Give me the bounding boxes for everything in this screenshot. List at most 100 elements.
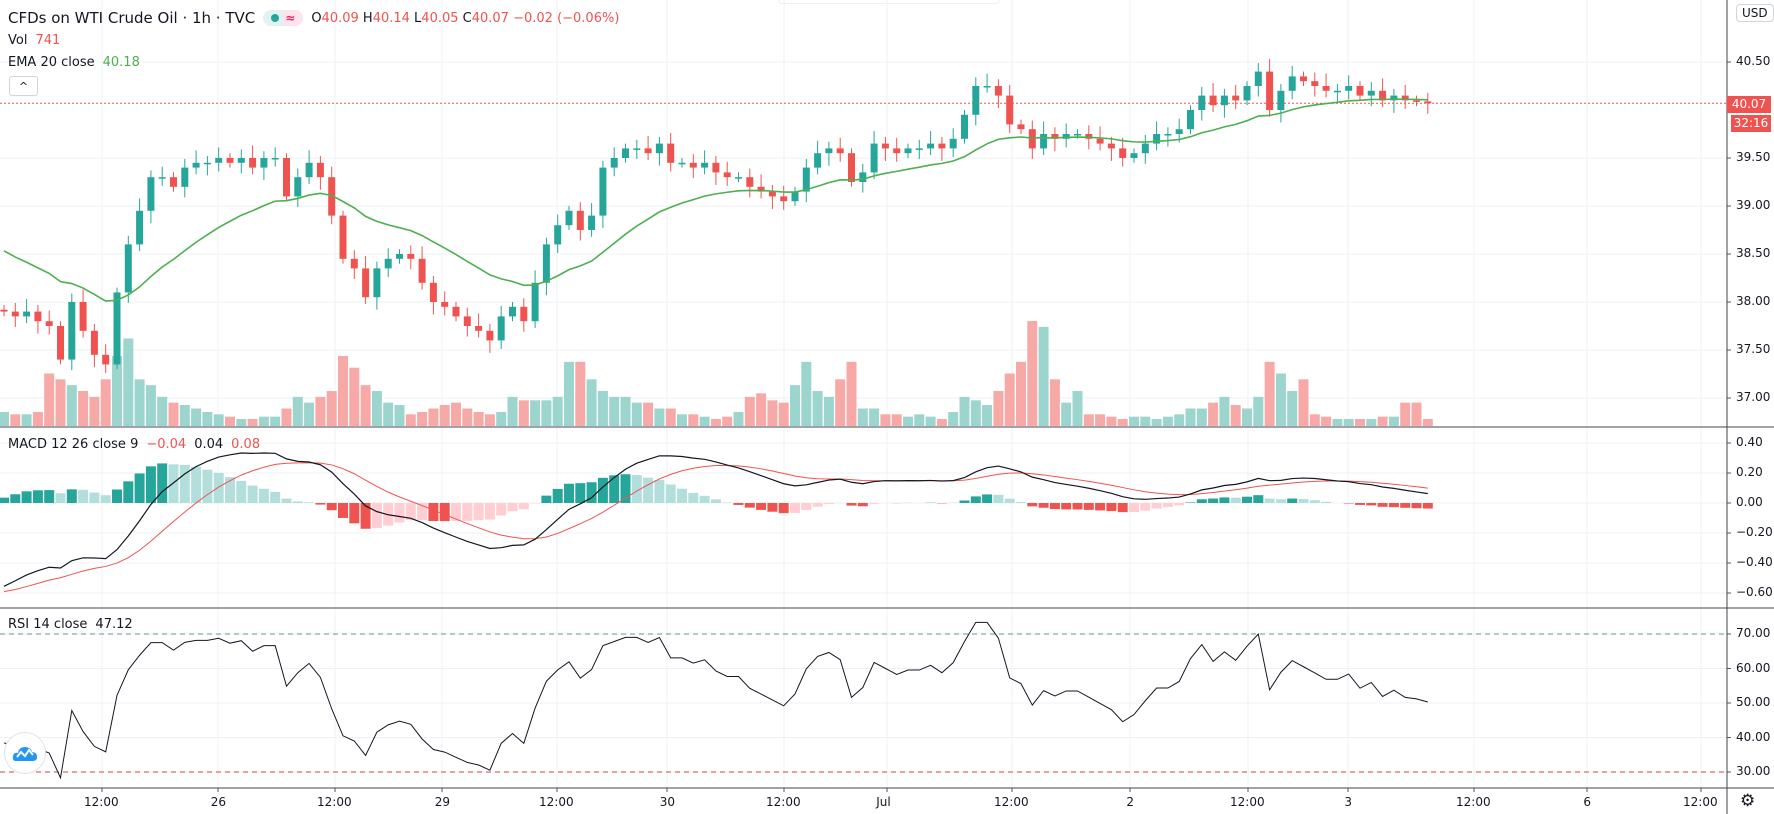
candle-body [486,330,494,341]
top-toolbar-handle[interactable] [778,0,1000,4]
macd-histogram-bar [1095,503,1106,511]
tradingview-logo[interactable] [4,732,46,774]
candle-body [1254,71,1262,86]
candle-body [1311,81,1319,86]
cloud-chart-icon [12,747,38,761]
candle-body [1266,71,1274,110]
volume-bar [597,391,608,426]
macd-histogram-bar [10,494,21,503]
volume-bar [349,367,360,426]
candle-body [452,306,460,317]
rsi-legend[interactable]: RSI 14 close 47.12 [8,617,133,632]
candle-body [870,143,878,173]
close-value: 40.07 [471,10,509,26]
candle-body [102,354,110,365]
time-axis-label: 12:00 [1456,795,1491,809]
volume-bar [925,416,936,426]
macd-histogram-bar [586,482,597,503]
candle-body [746,177,754,187]
candle-body [328,177,336,216]
volume-bar [564,361,574,426]
time-axis-label: 26 [210,795,227,809]
candle-body [576,210,584,230]
volume-bar [1298,379,1309,426]
candle-body [994,86,1002,96]
candle-body [1379,90,1387,101]
macd-histogram-bar [518,503,529,510]
open-value: 40.09 [321,10,359,26]
currency-button[interactable]: USD [1736,4,1774,22]
gear-icon[interactable]: ⚙ [1740,791,1756,811]
candle-body [1187,110,1194,130]
volume-bar [835,379,846,426]
macd-histogram-bar [620,474,631,503]
volume-bar [552,396,563,426]
macd-histogram-bar [315,503,326,505]
candle-body [475,326,483,331]
volume-bar [168,402,179,426]
macd-axis-label: 0.20 [1736,465,1763,479]
volume-bar [1004,373,1015,426]
volume-bar [1287,391,1298,426]
candle-body [1333,90,1341,93]
candle-body [938,143,946,149]
candle-body [34,311,42,322]
volume-bar [733,412,744,426]
macd-histogram-bar [1072,503,1083,510]
volume-bar [812,391,823,426]
volume-bar [790,385,800,426]
candle-body [554,225,562,245]
price-axis-label: 37.00 [1736,390,1771,404]
volume-bar [0,412,9,426]
volume-bar [1309,414,1320,426]
market-status-badge[interactable]: ≈ [263,10,304,26]
candle-body [170,177,177,187]
macd-histogram-bar [473,503,484,521]
ema-legend[interactable]: EMA 20 close 40.18 [8,55,140,70]
macd-histogram-bar [699,495,710,503]
volume-bar [100,379,111,426]
macd-histogram-bar [1016,502,1026,503]
macd-histogram-bar [123,481,134,503]
volume-bar [677,414,687,426]
volume-bar [247,419,258,426]
collapse-legend-button[interactable]: ^ [9,76,38,96]
symbol-legend: CFDs on WTI Crude Oil · 1h · TVC ≈ O40.0… [8,9,619,27]
price-axis-label: 38.00 [1736,294,1771,308]
volume-bar [914,414,925,426]
time-axis-label: 2 [1126,795,1135,809]
candle-body [712,162,720,173]
candle-body [509,306,516,317]
volume-bar [1400,402,1411,426]
candle-body [1288,76,1296,91]
volume-bar [575,361,586,426]
macd-histogram-bar [665,484,676,503]
candle-body [1006,95,1014,125]
macd-histogram-bar [1400,503,1411,508]
time-axis-label: Jul [876,795,891,809]
volume-legend[interactable]: Vol 741 [8,33,60,48]
symbol-title[interactable]: CFDs on WTI Crude Oil · 1h · TVC [8,9,256,27]
volume-bar [654,408,665,426]
macd-legend[interactable]: MACD 12 26 close 9 −0.04 0.04 0.08 [8,437,260,452]
volume-bar [326,391,337,426]
volume-bar [1185,408,1196,426]
macd-histogram-bar [112,489,122,503]
candle-body [1243,86,1251,101]
candle-body [1209,95,1217,106]
volume-bar [78,391,89,426]
volume-bar [123,338,134,426]
macd-histogram-bar [32,490,43,503]
candle-body [407,254,415,259]
volume-bar [1242,408,1252,426]
last-price-label: 40.07 [1727,96,1771,113]
candle-body [294,177,302,197]
volume-bar [936,419,947,426]
macd-histogram-bar [1185,502,1196,503]
candle-body [1141,143,1149,154]
macd-histogram-bar [1411,503,1422,509]
price-axis-label: 40.50 [1736,54,1771,68]
volume-bar [1049,379,1060,426]
macd-histogram-bar [484,503,495,520]
